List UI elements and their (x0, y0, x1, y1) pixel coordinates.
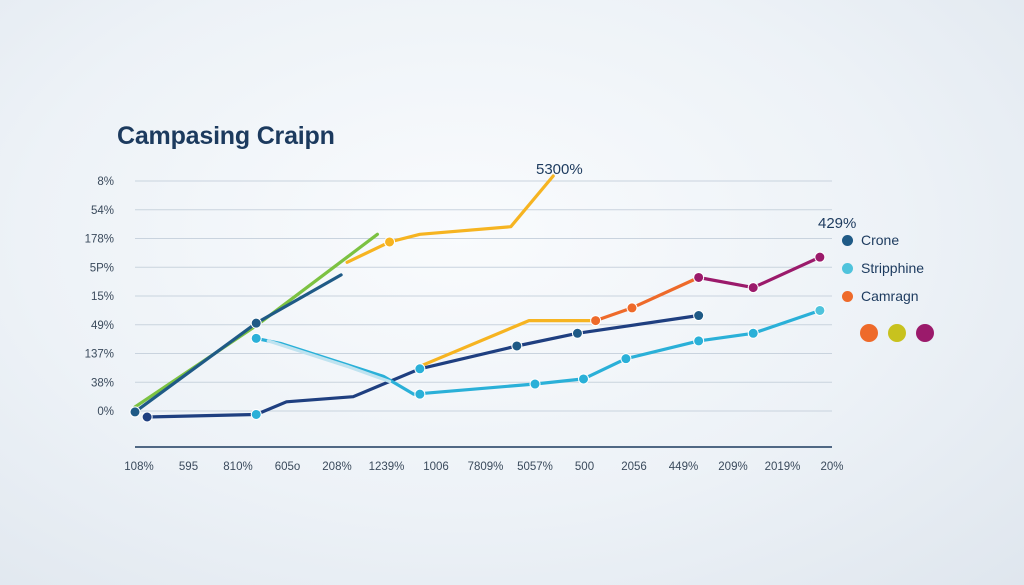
x-tick-label: 2019% (765, 461, 801, 473)
data-point (814, 251, 826, 263)
legend: Crone Stripphine Camragn (842, 226, 972, 342)
data-point (129, 406, 141, 418)
y-tick-label: 8% (97, 176, 114, 188)
legend-dot (842, 234, 853, 246)
legend-dot (842, 290, 853, 302)
data-point (747, 327, 759, 339)
y-tick-label: 5P% (90, 262, 114, 274)
data-point (511, 340, 523, 352)
y-tick-label: 178% (85, 234, 114, 246)
data-point (814, 304, 826, 316)
data-point (529, 378, 541, 390)
data-point (414, 363, 426, 375)
x-tick-label: 209% (718, 461, 747, 473)
x-tick-label: 20% (820, 461, 843, 473)
y-tick-label: 49% (91, 320, 114, 332)
legend-label: Stripphine (861, 260, 925, 276)
x-tick-label: 2056 (621, 461, 647, 473)
legend-color-circle (916, 324, 934, 342)
x-tick-label: 208% (322, 461, 351, 473)
series-line (266, 339, 392, 384)
data-point (578, 373, 590, 385)
x-tick-label: 810% (223, 461, 252, 473)
data-point (250, 332, 262, 344)
data-point (571, 327, 583, 339)
y-tick-label: 54% (91, 205, 114, 217)
data-point (693, 271, 705, 283)
data-point (250, 317, 262, 329)
data-point (250, 408, 262, 420)
y-tick-label: 38% (91, 377, 114, 389)
x-axis-tick-labels: 108% 595 810% 605o 208% 1239% 1006 7809% 5057% 50… (124, 461, 843, 473)
data-point (747, 282, 759, 294)
x-tick-label: 500 (575, 461, 594, 473)
x-tick-label: 108% (124, 461, 153, 473)
callouts: 5300% 429% (536, 161, 856, 232)
legend-dot (842, 262, 853, 274)
data-point (590, 315, 602, 327)
legend-item: Stripphine (842, 254, 972, 282)
series-line (418, 319, 598, 368)
legend-label: Crone (861, 232, 900, 248)
callout-label: 429% (818, 215, 856, 232)
legend-label: Camragn (861, 288, 919, 304)
data-point (620, 353, 632, 365)
chart-title: Campasing Craipn (117, 122, 335, 150)
legend-color-circles (860, 324, 972, 342)
callout-label: 5300% (536, 161, 583, 178)
legend-item: Crone (842, 226, 972, 254)
x-tick-label: 605o (275, 461, 301, 473)
y-tick-label: 137% (85, 349, 114, 361)
data-point (141, 411, 153, 423)
series-line (133, 273, 343, 414)
data-point (626, 302, 638, 314)
series-line (345, 174, 555, 264)
x-tick-label: 1006 (423, 461, 449, 473)
x-tick-label: 595 (179, 461, 198, 473)
data-point (414, 388, 426, 400)
x-tick-label: 1239% (369, 461, 405, 473)
data-point (693, 335, 705, 347)
legend-color-circle (860, 324, 878, 342)
series-line (697, 255, 822, 290)
x-tick-label: 449% (669, 461, 698, 473)
series-line (594, 275, 701, 323)
legend-color-circle (888, 324, 906, 342)
x-tick-label: 7809% (468, 461, 504, 473)
point-markers (129, 236, 826, 423)
x-tick-label: 5057% (517, 461, 553, 473)
grid-lines (135, 180, 832, 412)
y-tick-label: 15% (91, 291, 114, 303)
data-point (693, 310, 705, 322)
data-point (384, 236, 396, 248)
legend-item: Camragn (842, 282, 972, 310)
y-axis-tick-labels: 8% 54% 178% 5P% 15% 49% 137% 38% 0% (85, 176, 114, 418)
y-tick-label: 0% (97, 406, 114, 418)
